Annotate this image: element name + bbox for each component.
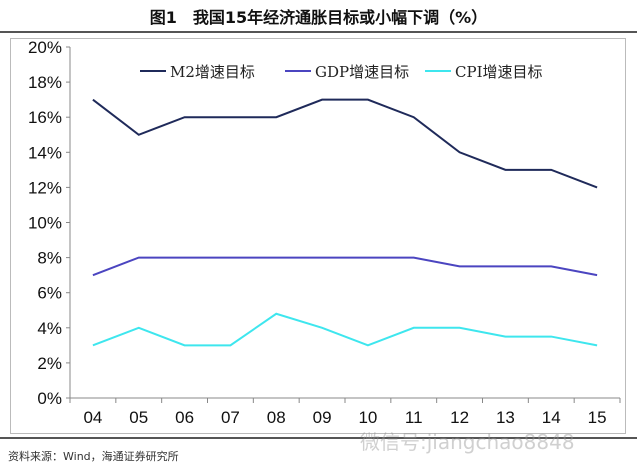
x-tick-label: 15	[588, 408, 607, 427]
series-line-1	[92, 256, 598, 277]
watermark: 微信号:jiangchao8848	[360, 430, 575, 454]
x-tick-label: 09	[313, 408, 332, 427]
y-tick-label: 10%	[28, 214, 62, 233]
x-tick-label: 13	[496, 408, 515, 427]
y-tick-label: 14%	[28, 143, 62, 162]
y-tick-label: 18%	[28, 73, 62, 92]
source-note: 资料来源：Wind，海通证券研究所	[8, 450, 179, 463]
legend-label-1: GDP增速目标	[315, 63, 409, 81]
title-rule	[0, 31, 637, 33]
x-tick-label: 06	[175, 408, 194, 427]
x-tick-label: 12	[450, 408, 469, 427]
legend-label-2: CPI增速目标	[455, 63, 543, 81]
x-tick-label: 04	[83, 408, 102, 427]
y-tick-label: 8%	[37, 249, 62, 268]
x-tick-label: 07	[221, 408, 240, 427]
footer-rule	[0, 437, 637, 439]
y-tick-label: 4%	[37, 319, 62, 338]
x-tick-label: 05	[129, 408, 148, 427]
y-tick-label: 6%	[37, 284, 62, 303]
legend-label-0: M2增速目标	[170, 63, 255, 81]
chart-frame	[10, 38, 626, 434]
y-tick-label: 16%	[28, 108, 62, 127]
x-tick-label: 08	[267, 408, 286, 427]
series-line-0	[92, 98, 598, 189]
x-tick-label: 10	[358, 408, 377, 427]
x-tick-label: 14	[542, 408, 561, 427]
series-line-2	[92, 312, 598, 347]
chart-title: 图1 我国15年经济通胀目标或小幅下调（%）	[149, 8, 488, 27]
y-tick-label: 2%	[37, 354, 62, 373]
y-tick-label: 0%	[37, 389, 62, 408]
x-tick-label: 11	[405, 408, 423, 427]
y-tick-label: 20%	[28, 38, 62, 57]
y-tick-label: 12%	[28, 178, 62, 197]
